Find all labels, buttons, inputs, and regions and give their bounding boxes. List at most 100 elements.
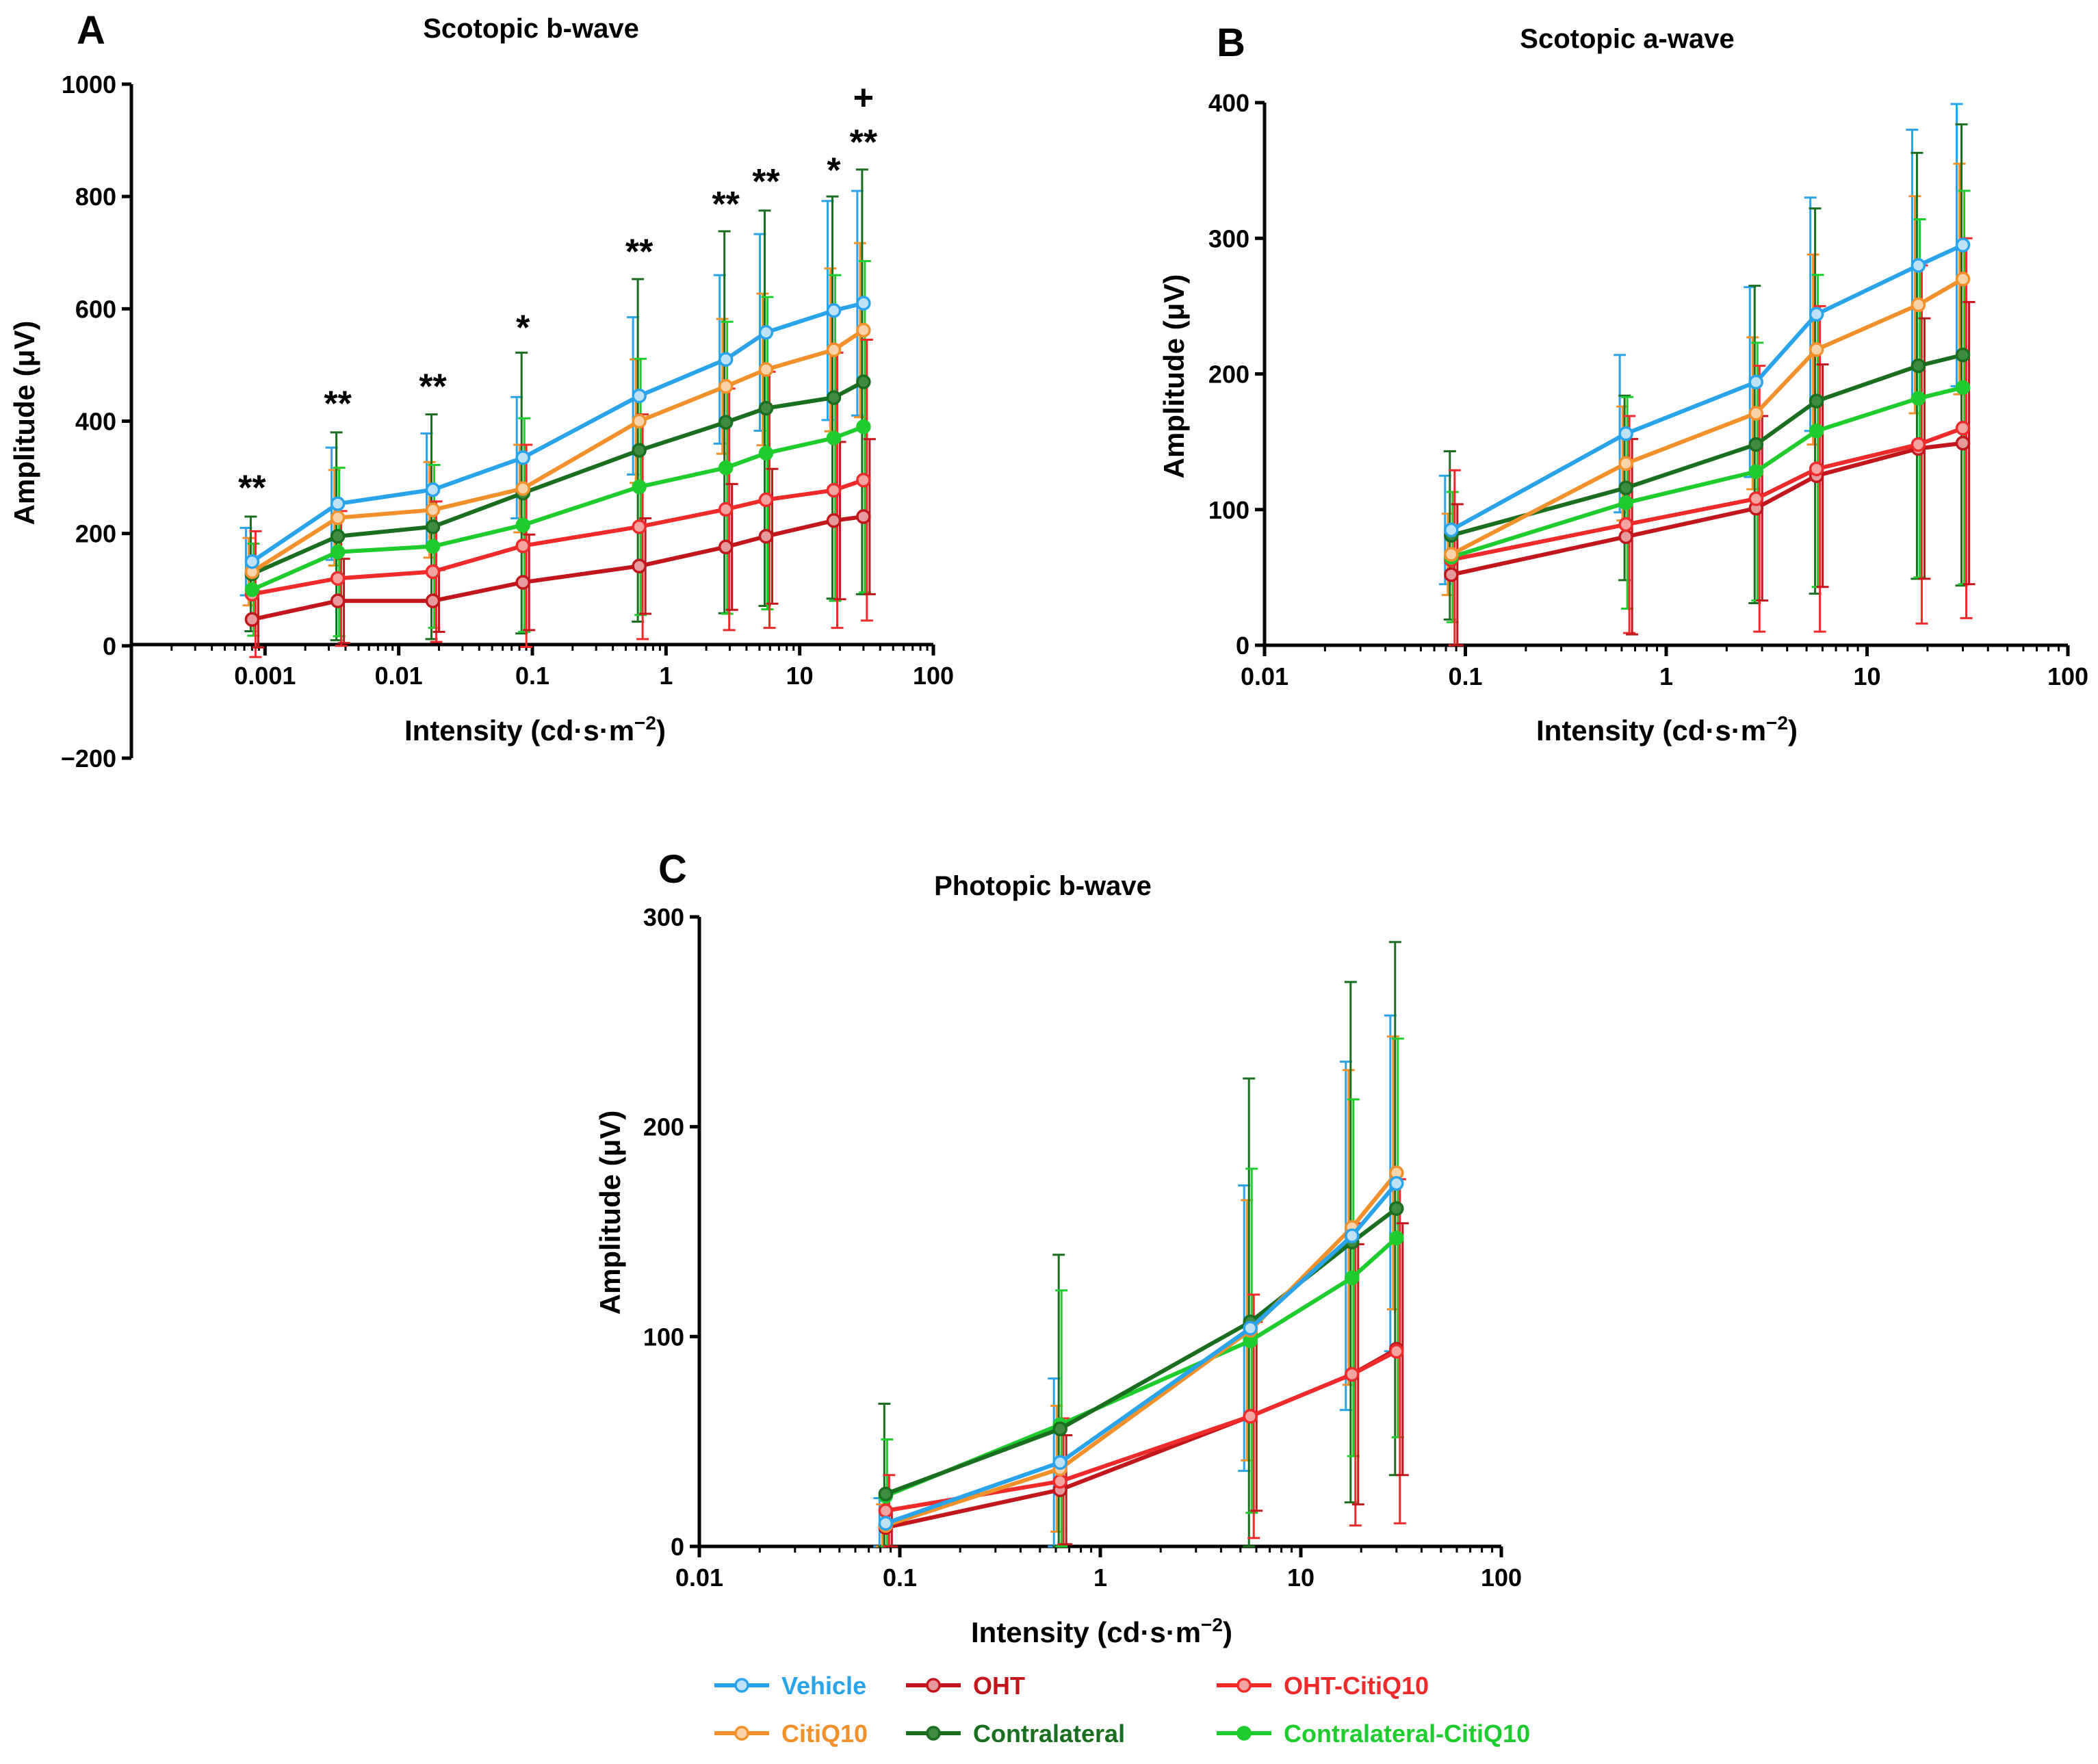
data-point: [1618, 456, 1633, 471]
data-point: [1444, 547, 1459, 562]
data-point: [1911, 437, 1926, 452]
data-point: [1748, 437, 1763, 452]
panel-letter: A: [77, 8, 105, 53]
data-point: [718, 352, 734, 367]
data-point: [330, 496, 346, 511]
data-point: [1911, 258, 1926, 273]
data-point: [1618, 529, 1633, 545]
chart-title: Photopic b-wave: [934, 871, 1152, 901]
data-point: [1618, 517, 1633, 532]
series-line-vehicle: [885, 1182, 1399, 1526]
x-tick-label: 1: [1659, 662, 1673, 690]
data-point: [1618, 480, 1633, 495]
data-point: [758, 400, 774, 416]
data-point: [826, 342, 842, 358]
data-point: [718, 539, 734, 555]
data-point: [1345, 1270, 1360, 1286]
data-point: [1444, 522, 1459, 538]
data-point: [1052, 1421, 1067, 1437]
data-point: [330, 529, 346, 544]
significance-marker: +: [853, 78, 874, 118]
data-point: [1444, 567, 1459, 582]
x-tick-label: 1: [659, 662, 673, 690]
data-point: [1809, 393, 1824, 408]
y-tick-label: 0: [671, 1533, 684, 1561]
legend-marker: [926, 1726, 941, 1741]
legend: Vehicle OHT OHT-CitiQ10 CitiQ10 Contralatera…: [714, 1672, 1530, 1748]
panel-letter: B: [1217, 21, 1245, 65]
data-point: [856, 509, 871, 524]
data-point: [244, 612, 260, 627]
series-line-contralateral-citiq10: [1450, 385, 1964, 560]
error-bars-citiq10: [1441, 162, 1966, 597]
data-point: [1389, 1230, 1404, 1245]
data-point: [826, 513, 842, 528]
x-tick-label: 0.1: [1448, 662, 1482, 690]
data-point: [1052, 1474, 1067, 1489]
error-bars-oht: [1451, 300, 1976, 647]
error-bars-oht-citiq10: [1448, 237, 1973, 647]
significance-marker: **: [419, 367, 447, 407]
data-point: [1748, 406, 1763, 421]
data-point: [425, 519, 441, 534]
data-point: [826, 430, 842, 445]
y-tick-label: 0: [1236, 632, 1249, 660]
y-axis-label: Amplitude (μV): [8, 321, 40, 526]
series-line-oht-citiq10: [1451, 426, 1964, 562]
data-point: [856, 296, 871, 311]
y-axis-label: Amplitude (μV): [594, 1111, 626, 1315]
data-point: [515, 517, 530, 533]
series-line-oht: [1451, 441, 1963, 577]
y-tick-label: 200: [75, 520, 116, 548]
data-point: [425, 482, 441, 497]
error-bars-vehicle: [1438, 103, 1963, 586]
y-tick-label: 400: [1208, 89, 1249, 117]
data-point: [878, 1516, 894, 1531]
data-point: [632, 519, 647, 534]
data-point: [1955, 380, 1971, 395]
x-axis-label: Intensity (cd·s·m−2): [1536, 712, 1798, 747]
legend-item-vehicle: Vehicle: [714, 1672, 866, 1700]
x-axis-label: Intensity (cd·s·m−2): [971, 1614, 1232, 1648]
y-tick-label: 100: [643, 1323, 684, 1351]
error-bars-oht-citiq10: [883, 1178, 1406, 1548]
significance-marker: **: [238, 468, 266, 508]
x-tick-label: 0.001: [234, 662, 296, 690]
significance-marker: **: [625, 233, 653, 272]
data-point: [1955, 271, 1971, 287]
data-point: [515, 450, 530, 465]
data-point: [330, 545, 346, 560]
y-tick-label: 200: [643, 1113, 684, 1141]
series-line-citiq10: [885, 1171, 1399, 1528]
x-axis-label: Intensity (cd·s·m−2): [404, 712, 666, 747]
data-point: [718, 378, 734, 394]
data-point: [425, 502, 441, 517]
data-point: [1955, 237, 1971, 252]
legend-item-oht: OHT: [906, 1672, 1025, 1700]
panel-b-scotopic-a-wave: B Scotopic a-wave Amplitude (μV) Intensi…: [1158, 21, 2088, 747]
data-point: [826, 303, 842, 318]
significance-marker: **: [850, 123, 878, 163]
data-point: [1809, 461, 1824, 477]
series-line-citiq10: [1450, 277, 1965, 556]
legend-label: Vehicle: [781, 1672, 866, 1700]
data-point: [826, 482, 842, 498]
data-point: [1911, 358, 1926, 374]
data-point: [425, 539, 441, 554]
series-line-vehicle: [1450, 243, 1964, 532]
data-point: [1345, 1228, 1360, 1243]
series-line-oht-citiq10: [885, 1349, 1398, 1513]
data-point: [330, 593, 346, 608]
data-point: [1618, 426, 1633, 441]
data-point: [758, 325, 774, 340]
data-point: [1052, 1455, 1067, 1470]
legend-marker: [1236, 1678, 1252, 1693]
data-point: [1389, 1344, 1404, 1359]
data-point: [758, 529, 774, 544]
x-tick-label: 100: [1481, 1564, 1522, 1592]
data-point: [758, 445, 774, 461]
significance-marker: *: [516, 308, 530, 348]
data-point: [856, 374, 871, 389]
plot-area: −200 0 200 400 600 800 1000 0.001 0.01 0.1 1 10 100 *…: [61, 70, 954, 773]
